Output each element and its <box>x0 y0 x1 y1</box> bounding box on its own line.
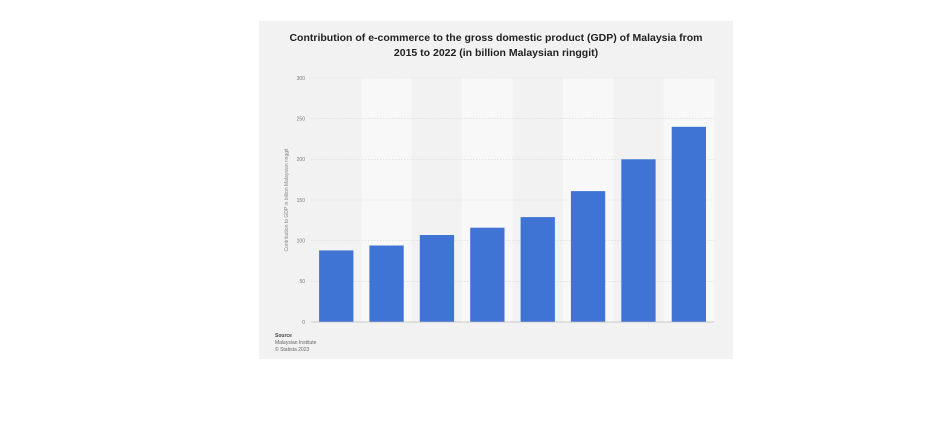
source-line-2: © Statista 2023 <box>275 347 310 353</box>
bar-chart: 0 50 100 150 200 250 300 Contribution to GDP i… <box>284 76 714 326</box>
chart-title-line-1: Contribution of e-commerce to the gross … <box>289 32 703 44</box>
source-heading: Source <box>275 333 292 339</box>
chart-card: Contribution of e-commerce to the gross … <box>259 21 733 359</box>
bar-2022[interactable] <box>671 126 706 322</box>
y-tick-label-100: 100 <box>297 238 306 244</box>
y-tick-label-50: 50 <box>299 279 305 285</box>
chart-title-line-2: 2015 to 2022 (in billion Malaysian ringg… <box>393 47 599 59</box>
bar-2017[interactable] <box>419 235 455 322</box>
y-tick-label-300: 300 <box>297 76 306 82</box>
bar-2018[interactable] <box>470 227 505 322</box>
y-tick-label-250: 250 <box>297 116 306 122</box>
source-note: Source Malaysian Institute © Statista 20… <box>275 333 316 354</box>
y-tick-label-0: 0 <box>302 320 305 326</box>
y-axis-label: Contribution to GDP in billion Malaysian… <box>284 148 290 252</box>
y-tick-labels: 0 50 100 150 200 250 300 <box>297 76 306 326</box>
chart-title: Contribution of e-commerce to the gross … <box>259 31 733 61</box>
bars <box>319 126 706 323</box>
source-line-1: Malaysian Institute <box>275 340 317 346</box>
bar-2016[interactable] <box>369 245 404 323</box>
bar-2015[interactable] <box>319 250 354 322</box>
y-tick-label-150: 150 <box>297 198 306 204</box>
bar-2019[interactable] <box>520 217 555 322</box>
bar-2020[interactable] <box>570 191 606 322</box>
bar-2021[interactable] <box>621 159 656 322</box>
y-tick-label-200: 200 <box>297 157 306 163</box>
